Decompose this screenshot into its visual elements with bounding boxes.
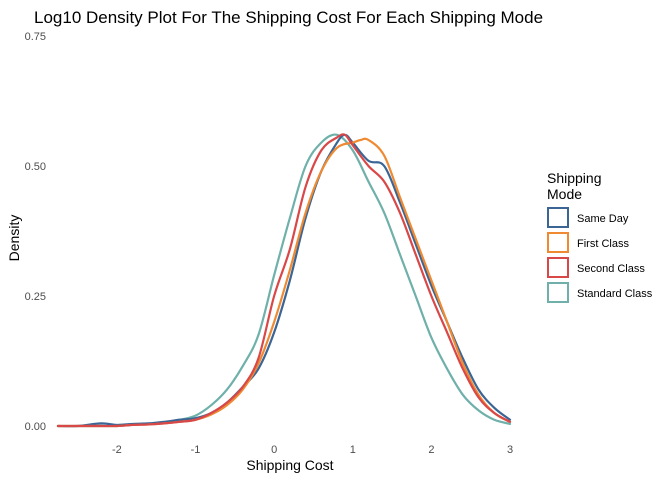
legend-item-first-class: First Class xyxy=(547,232,629,253)
legend-key xyxy=(547,257,569,278)
legend-item-same-day: Same Day xyxy=(547,207,629,228)
x-tick-label: 0 xyxy=(271,444,277,456)
series-line-standard-class xyxy=(56,133,512,428)
y-axis-title: Density xyxy=(6,215,22,262)
x-tick-label: 1 xyxy=(350,444,356,456)
y-tick-label: 0.00 xyxy=(25,421,46,433)
legend-label: First Class xyxy=(577,238,629,250)
x-tick-label: 2 xyxy=(428,444,434,456)
series-line-second-class xyxy=(56,133,512,428)
y-tick-label: 0.50 xyxy=(25,161,46,173)
legend-label: Same Day xyxy=(577,213,629,225)
x-axis: -2 -1 0 1 2 3 xyxy=(112,444,513,456)
y-axis: 0.00 0.25 0.50 0.75 xyxy=(25,31,46,433)
x-tick-label: -2 xyxy=(112,444,122,456)
legend-title-line-2: Mode xyxy=(547,186,582,202)
x-tick-label: -1 xyxy=(191,444,201,456)
series-lines xyxy=(56,133,512,428)
series-line-same-day xyxy=(56,133,512,428)
series-line-first-class xyxy=(56,137,512,428)
legend-key xyxy=(547,282,569,303)
y-tick-label: 0.75 xyxy=(25,31,46,43)
legend-key xyxy=(547,232,569,253)
legend-title-line-1: Shipping xyxy=(547,170,602,186)
legend-label: Second Class xyxy=(577,263,645,275)
chart-title: Log10 Density Plot For The Shipping Cost… xyxy=(34,8,543,27)
legend-label: Standard Class xyxy=(577,288,653,300)
x-tick-label: 3 xyxy=(507,444,513,456)
legend-item-standard-class: Standard Class xyxy=(547,282,653,303)
legend: Shipping Mode Same Day First Class Second … xyxy=(547,170,653,303)
legend-item-second-class: Second Class xyxy=(547,257,645,278)
y-tick-label: 0.25 xyxy=(25,291,46,303)
legend-key xyxy=(547,207,569,228)
x-axis-title: Shipping Cost xyxy=(246,457,333,473)
